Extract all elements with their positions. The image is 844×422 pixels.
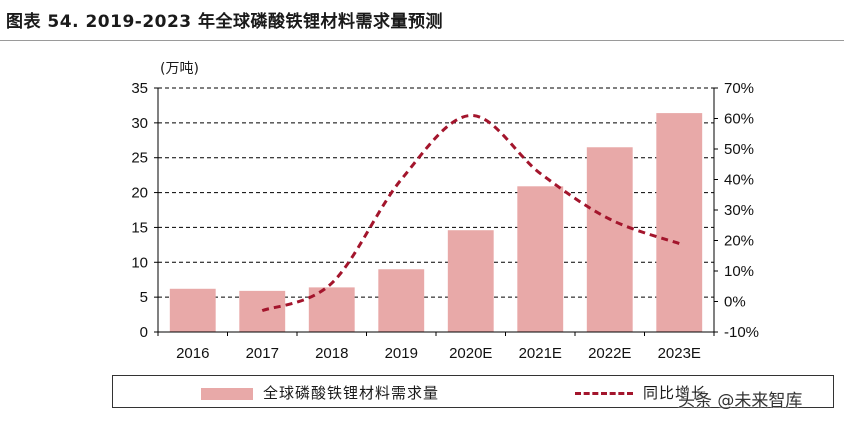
right-tick-label: 40% bbox=[724, 172, 754, 189]
chart-legend: 全球磷酸铁锂材料需求量 同比增长 bbox=[112, 375, 834, 408]
x-tick-label: 2019 bbox=[385, 345, 418, 362]
bar bbox=[239, 290, 286, 332]
watermark: 头条 @未来智库 bbox=[678, 391, 803, 411]
growth-line bbox=[261, 113, 680, 313]
title-divider bbox=[0, 40, 844, 41]
chart-title: 图表 54. 2019-2023 年全球磷酸铁锂材料需求量预测 bbox=[6, 12, 444, 32]
left-tick-label: 5 bbox=[140, 289, 148, 306]
x-tick-label: 2022E bbox=[588, 345, 631, 362]
x-tick-label: 2016 bbox=[176, 345, 209, 362]
right-tick-label: 20% bbox=[724, 233, 754, 250]
left-tick-label: 25 bbox=[131, 150, 148, 167]
right-tick-label: -10% bbox=[724, 324, 759, 341]
legend-bar-swatch bbox=[201, 388, 253, 400]
right-tick-label: 30% bbox=[724, 202, 754, 219]
left-tick-label: 15 bbox=[131, 219, 148, 236]
bar bbox=[378, 269, 425, 332]
x-tick-label: 2021E bbox=[519, 345, 562, 362]
x-tick-label: 2018 bbox=[315, 345, 348, 362]
bar bbox=[447, 230, 494, 332]
left-tick-label: 20 bbox=[131, 185, 148, 202]
left-tick-label: 10 bbox=[131, 254, 148, 271]
bar bbox=[169, 288, 216, 332]
x-tick-label: 2020E bbox=[449, 345, 492, 362]
x-tick-label: 2017 bbox=[246, 345, 279, 362]
bar bbox=[308, 287, 355, 332]
bar bbox=[656, 113, 703, 333]
right-tick-label: 0% bbox=[724, 294, 746, 311]
legend-line-label: 同比增长 bbox=[643, 384, 708, 402]
bar bbox=[586, 147, 633, 332]
bar bbox=[517, 186, 564, 332]
right-tick-label: 50% bbox=[724, 141, 754, 158]
right-tick-label: 10% bbox=[724, 263, 754, 280]
left-tick-label: 0 bbox=[140, 324, 148, 341]
legend-line-swatch bbox=[575, 392, 633, 395]
legend-bar-label: 全球磷酸铁锂材料需求量 bbox=[263, 384, 440, 402]
x-tick-label: 2023E bbox=[658, 345, 701, 362]
right-tick-label: 70% bbox=[724, 80, 754, 97]
left-tick-label: 30 bbox=[131, 115, 148, 132]
left-axis-unit: (万吨) bbox=[160, 61, 199, 77]
left-tick-label: 35 bbox=[131, 80, 148, 97]
right-tick-label: 60% bbox=[724, 111, 754, 128]
